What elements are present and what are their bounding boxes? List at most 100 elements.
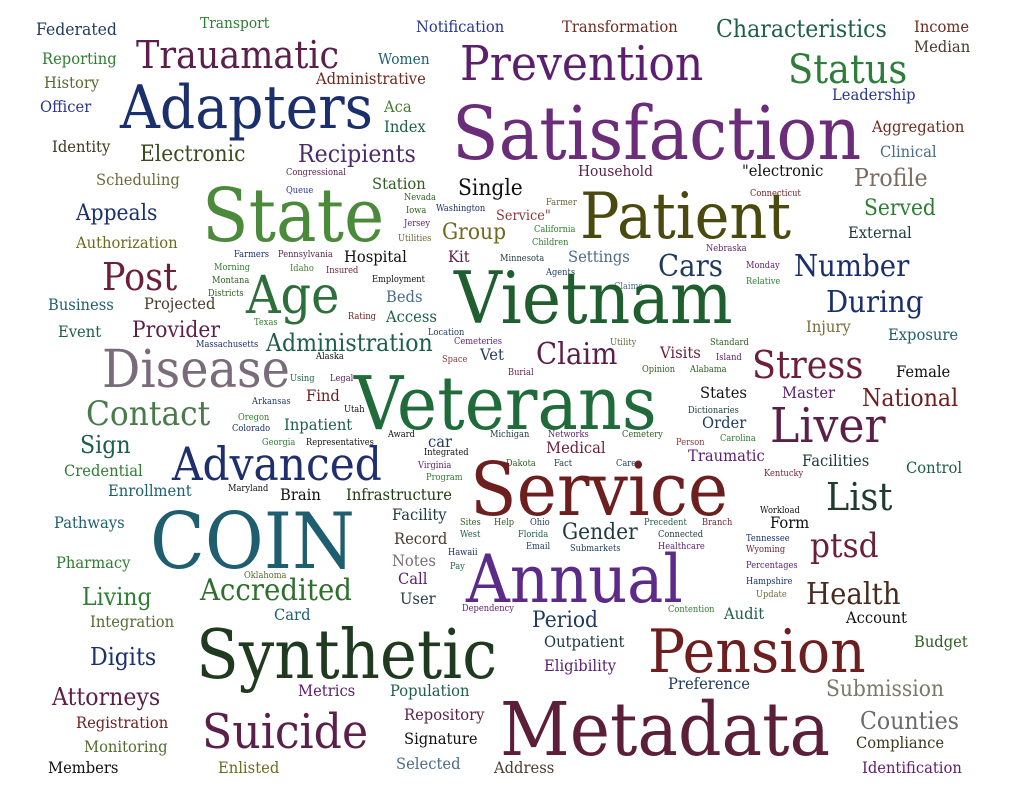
- word-utility: Utility: [610, 337, 637, 348]
- word-pension: Pension: [648, 617, 866, 687]
- word-healthcare: Healthcare: [658, 541, 705, 552]
- word-accredited: Accredited: [200, 573, 352, 608]
- word-hospital: Hospital: [344, 247, 407, 267]
- word-submarkets: Submarkets: [570, 543, 621, 554]
- word-aggregation: Aggregation: [872, 117, 965, 137]
- word-post: Post: [102, 254, 178, 299]
- word-clinical: Clinical: [880, 142, 937, 162]
- word-colorado: Colorado: [232, 423, 271, 434]
- word-cars: Cars: [658, 249, 723, 284]
- word-jersey: Jersey: [404, 218, 431, 229]
- word-counties: Counties: [860, 706, 959, 735]
- word-population: Population: [390, 681, 470, 701]
- word-branch: Branch: [702, 517, 733, 528]
- word-metadata: Metadata: [500, 686, 831, 773]
- word-exposure: Exposure: [888, 325, 959, 345]
- word-oregon: Oregon: [238, 412, 270, 423]
- word-master: Master: [782, 383, 836, 403]
- word-authorization: Authorization: [76, 233, 178, 253]
- word-dependency: Dependency: [462, 603, 514, 614]
- word-external: External: [848, 223, 912, 243]
- word-percentages: Percentages: [746, 560, 798, 571]
- word-enrollment: Enrollment: [108, 481, 192, 501]
- word-using: Using: [290, 373, 315, 384]
- word-served: Served: [864, 196, 936, 222]
- word-hampshire: Hampshire: [746, 576, 793, 587]
- word-female: Female: [896, 362, 951, 382]
- word-pennsylvania: Pennsylvania: [278, 249, 333, 260]
- word-characteristics: Characteristics: [716, 14, 887, 43]
- word-texas: Texas: [254, 317, 278, 328]
- word-iowa: Iowa: [406, 205, 427, 216]
- word-veterans: Veterans: [354, 360, 657, 447]
- word-submission: Submission: [826, 677, 945, 703]
- word-access: Access: [386, 307, 437, 327]
- word-medical: Medical: [546, 438, 606, 458]
- word-agents: Agents: [546, 267, 576, 278]
- word-administrative: Administrative: [316, 69, 426, 89]
- word-brain: Brain: [280, 485, 321, 505]
- word-card: Card: [274, 605, 311, 625]
- word-members: Members: [48, 758, 119, 778]
- word-call: Call: [398, 569, 428, 589]
- word-cemeteries: Cemeteries: [454, 336, 502, 347]
- word-audit: Audit: [724, 604, 765, 624]
- word-claim: Claim: [536, 337, 618, 372]
- word-digits: Digits: [90, 642, 157, 671]
- word-reporting: Reporting: [42, 49, 117, 69]
- word-sign: Sign: [80, 430, 131, 459]
- word-insured: Insured: [326, 265, 359, 276]
- word-precedent: Precedent: [644, 517, 687, 528]
- word-group: Group: [442, 220, 507, 246]
- word-number: Number: [794, 249, 910, 284]
- word-pay: Pay: [450, 561, 465, 572]
- word-national: National: [862, 383, 959, 412]
- word-liver: Liver: [770, 397, 886, 454]
- word-annual: Annual: [466, 541, 683, 619]
- word-rating: Rating: [348, 311, 376, 322]
- word-electronic: Electronic: [140, 142, 246, 168]
- word-household: Household: [578, 162, 653, 180]
- word-fact: Fact: [554, 458, 573, 469]
- word-help: Help: [494, 517, 515, 528]
- word-maryland: Maryland: [228, 483, 269, 494]
- word-florida: Florida: [518, 529, 549, 540]
- word-monitoring: Monitoring: [84, 737, 168, 757]
- word-transport: Transport: [200, 14, 270, 32]
- word-kentucky: Kentucky: [764, 468, 804, 479]
- word-visits: Visits: [660, 343, 701, 363]
- word-tennessee: Tennessee: [746, 533, 790, 544]
- word-workload: Workload: [760, 505, 800, 516]
- word-officer: Officer: [40, 97, 92, 117]
- word-aca: Aca: [384, 97, 412, 117]
- word-infrastructure: Infrastructure: [346, 485, 452, 505]
- word-attorneys: Attorneys: [52, 682, 161, 711]
- word-email: Email: [526, 541, 551, 552]
- word-electronic: "electronic: [742, 161, 824, 181]
- word-patient: Patient: [580, 179, 791, 254]
- word-sites: Sites: [460, 517, 481, 528]
- word-vietnam: Vietnam: [454, 256, 733, 341]
- word-car: car: [428, 432, 453, 452]
- word-representatives: Representatives: [306, 437, 374, 448]
- word-space: Space: [442, 354, 468, 365]
- word-connected: Connected: [658, 529, 704, 540]
- word-minnesota: Minnesota: [500, 253, 545, 264]
- word-find: Find: [306, 386, 340, 406]
- word-facility: Facility: [392, 505, 447, 525]
- word-alabama: Alabama: [690, 364, 727, 375]
- word-relative: Relative: [746, 276, 781, 287]
- word-contention: Contention: [668, 604, 715, 615]
- word-claims: Claims: [614, 281, 643, 292]
- word-congressional: Congressional: [286, 167, 346, 178]
- word-standard: Standard: [710, 337, 749, 348]
- word-station: Station: [372, 174, 426, 194]
- word-trauamatic: Trauamatic: [136, 32, 340, 77]
- word-identity: Identity: [52, 137, 111, 157]
- word-registration: Registration: [76, 713, 169, 733]
- word-appeals: Appeals: [76, 201, 158, 227]
- word-vet: Vet: [480, 345, 504, 365]
- word-profile: Profile: [854, 163, 928, 192]
- word-montana: Montana: [212, 275, 250, 286]
- word-nebraska: Nebraska: [706, 243, 747, 254]
